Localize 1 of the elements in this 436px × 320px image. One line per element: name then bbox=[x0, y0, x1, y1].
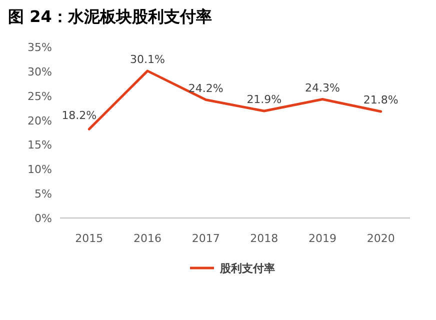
title: 图 24：水泥板块股利支付率 bbox=[8, 7, 212, 26]
